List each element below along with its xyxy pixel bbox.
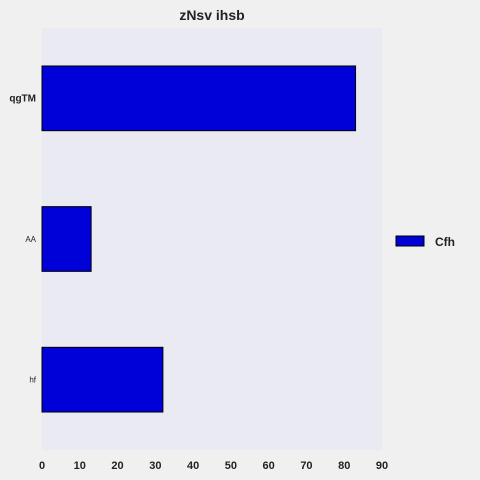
bar-hf [41, 346, 164, 413]
x-tick-label: 60 [263, 460, 275, 472]
x-tick-label: 50 [225, 460, 237, 472]
bar-qgTM [41, 65, 357, 132]
x-tick-label: 20 [111, 460, 123, 472]
bars-group [41, 65, 357, 413]
y-tick-label: qgTM [9, 93, 36, 104]
x-tick-label: 70 [300, 460, 312, 472]
x-tick-label: 40 [187, 460, 199, 472]
x-tick-label: 10 [74, 460, 86, 472]
x-tick-label: 0 [39, 460, 45, 472]
y-tick-label: hf [29, 376, 36, 385]
x-tick-label: 30 [149, 460, 161, 472]
x-tick-label: 80 [338, 460, 350, 472]
chart-title: zNsv ihsb [179, 7, 244, 23]
legend-label: Cfh [435, 235, 455, 249]
legend-swatch [395, 235, 425, 247]
x-tick-label: 90 [376, 460, 388, 472]
legend: Cfh [395, 235, 455, 249]
y-tick-labels: qgTM AA hf [9, 93, 36, 384]
bar-AA [41, 206, 92, 272]
y-tick-label: AA [25, 235, 36, 244]
x-tick-labels: 0 10 20 30 40 50 60 70 80 90 [39, 460, 388, 472]
